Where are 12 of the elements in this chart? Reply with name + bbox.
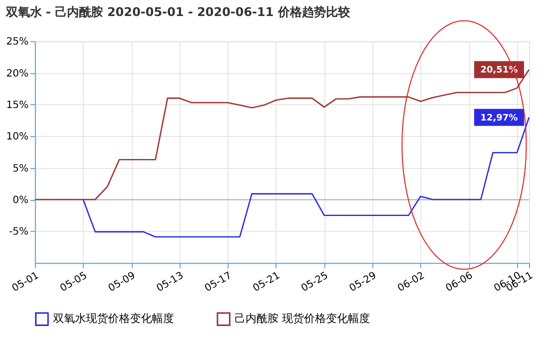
y-tick-label: 25% xyxy=(6,36,28,48)
chart-title: 双氧水 - 己内酰胺 2020-05-01 - 2020-06-11 价格趋势比较 xyxy=(4,4,351,19)
y-tick-label: 15% xyxy=(6,100,28,112)
legend-label: 己内酰胺 现货价格变化幅度 xyxy=(234,312,370,326)
y-tick-label: 5% xyxy=(12,163,28,174)
y-tick-label: -5% xyxy=(9,226,28,238)
annotation: 20,51% xyxy=(480,66,518,76)
y-tick-label: 20% xyxy=(6,68,28,80)
y-tick-label: 0% xyxy=(12,195,28,206)
y-tick-label: 10% xyxy=(6,132,28,143)
legend-label: 双氧水现货价格变化幅度 xyxy=(52,312,174,326)
annotation: 12,97% xyxy=(480,113,518,124)
